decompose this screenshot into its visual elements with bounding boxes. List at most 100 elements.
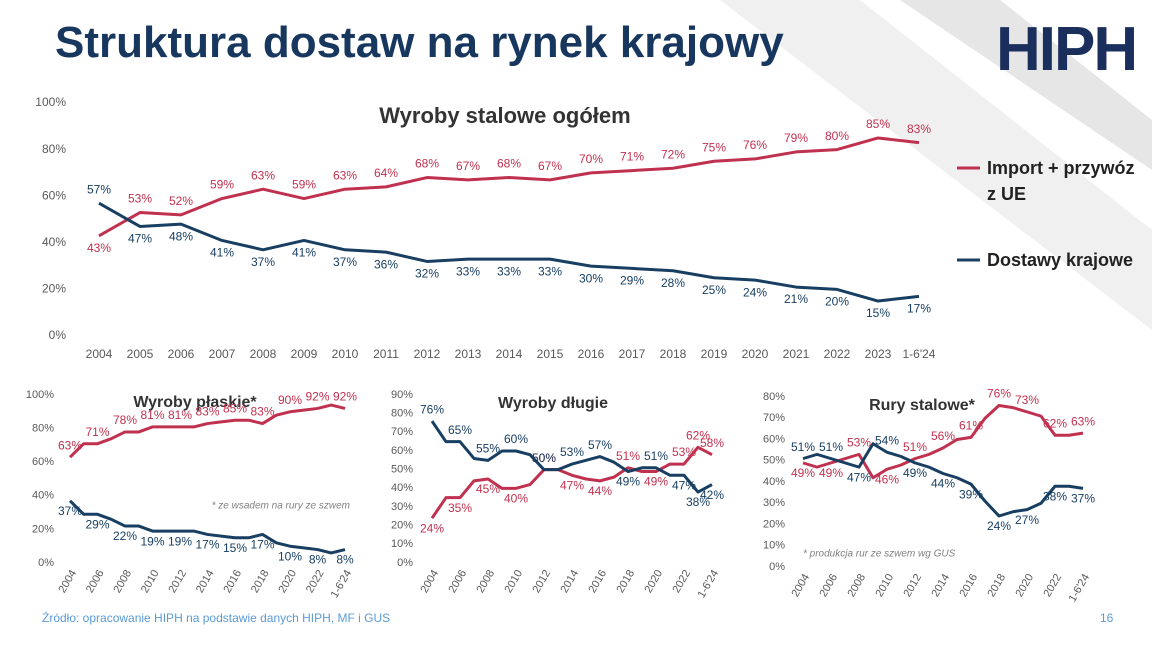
- y-tick-label: 80%: [391, 408, 413, 420]
- x-tick-label: 2004: [789, 572, 812, 599]
- x-tick-label: 2016: [578, 347, 605, 361]
- series-line: [68, 403, 346, 459]
- data-label: 24%: [420, 521, 444, 535]
- data-label: 24%: [743, 285, 767, 299]
- data-label: 83%: [250, 405, 274, 419]
- data-label: 47%: [128, 232, 152, 246]
- data-label: 83%: [907, 122, 931, 136]
- data-label: 59%: [210, 178, 234, 192]
- x-tick-label: 2014: [558, 568, 581, 595]
- data-label: 29%: [620, 274, 644, 288]
- x-tick-label: 2019: [701, 347, 728, 361]
- x-tick-label: 2008: [111, 568, 134, 595]
- data-label: 39%: [959, 487, 983, 501]
- data-label: 68%: [415, 157, 439, 171]
- data-label: 90%: [278, 393, 302, 407]
- x-tick-label: 2012: [414, 347, 441, 361]
- y-tick-label: 80%: [763, 391, 785, 403]
- y-tick-label: 20%: [763, 518, 785, 530]
- data-label: 67%: [456, 159, 480, 173]
- x-tick-label: 2006: [446, 568, 469, 595]
- x-tick-label: 2021: [783, 347, 810, 361]
- data-label: 63%: [333, 168, 357, 182]
- x-tick-label: 1-6'24: [696, 568, 722, 600]
- y-tick-label: 80%: [32, 423, 54, 435]
- data-label: 35%: [448, 501, 472, 515]
- x-tick-label: 2012: [901, 572, 924, 599]
- data-label: 27%: [1015, 513, 1039, 527]
- y-tick-label: 60%: [391, 445, 413, 457]
- x-tick-label: 2022: [1041, 572, 1064, 599]
- data-label: 59%: [292, 178, 316, 192]
- x-tick-label: 2004: [418, 568, 441, 595]
- data-label: 51%: [616, 449, 640, 463]
- data-label: 40%: [504, 492, 528, 506]
- data-label: 32%: [415, 267, 439, 281]
- x-tick-label: 2016: [221, 568, 244, 595]
- data-label: 53%: [128, 192, 152, 206]
- data-label: 41%: [210, 246, 234, 260]
- data-label: 37%: [1071, 492, 1095, 506]
- x-tick-label: 1-6'24: [329, 568, 355, 600]
- data-label: 36%: [374, 257, 398, 271]
- data-label: 33%: [456, 264, 480, 278]
- y-tick-label: 60%: [32, 456, 54, 468]
- x-tick-label: 2014: [496, 347, 523, 361]
- x-tick-label: 2014: [929, 572, 952, 599]
- data-label: 49%: [616, 475, 640, 489]
- y-tick-label: 70%: [763, 412, 785, 424]
- data-label: 37%: [251, 255, 275, 269]
- x-tick-label: 2018: [614, 568, 637, 595]
- data-label: 15%: [866, 306, 890, 320]
- x-tick-label: 2020: [742, 347, 769, 361]
- data-label: 29%: [85, 517, 109, 531]
- data-label: 55%: [476, 442, 500, 456]
- data-label: 63%: [251, 168, 275, 182]
- x-tick-label: 2022: [304, 568, 327, 595]
- x-tick-label: 2018: [249, 568, 272, 595]
- series-line: [430, 420, 713, 494]
- x-tick-label: 2020: [1013, 572, 1036, 599]
- data-label: 33%: [497, 264, 521, 278]
- data-label: 52%: [169, 194, 193, 208]
- data-label: 54%: [875, 433, 899, 447]
- x-tick-label: 2011: [373, 347, 399, 361]
- x-tick-label: 2022: [824, 347, 851, 361]
- data-label: 58%: [700, 436, 724, 450]
- y-tick-label: 60%: [763, 433, 785, 445]
- y-tick-label: 100%: [35, 95, 66, 109]
- data-label: 44%: [588, 484, 612, 498]
- data-label: 49%: [791, 466, 815, 480]
- data-label: 8%: [309, 553, 327, 567]
- data-label: 79%: [784, 131, 808, 145]
- data-label: 10%: [278, 549, 302, 563]
- x-tick-label: 2007: [209, 347, 236, 361]
- decor-stripe: [720, 0, 1152, 330]
- data-label: 22%: [113, 529, 137, 543]
- x-tick-label: 2004: [86, 347, 113, 361]
- data-label: 51%: [903, 440, 927, 454]
- data-label: 19%: [168, 534, 192, 548]
- series-line: [98, 136, 920, 238]
- series-line: [802, 442, 1084, 518]
- data-label: 73%: [1015, 393, 1039, 407]
- chart-title: Wyroby stalowe ogółem: [379, 103, 630, 128]
- x-tick-label: 2020: [276, 568, 299, 595]
- series-line: [98, 201, 920, 303]
- data-label: 51%: [819, 440, 843, 454]
- data-label: 76%: [420, 402, 444, 416]
- legend-entry: Dostawy krajowe: [987, 250, 1134, 270]
- data-label: 67%: [538, 159, 562, 173]
- data-label: 76%: [987, 387, 1011, 401]
- data-label: 65%: [448, 423, 472, 437]
- y-tick-label: 40%: [391, 482, 413, 494]
- data-label: 8%: [336, 553, 354, 567]
- y-tick-label: 0%: [397, 557, 413, 569]
- x-tick-label: 2015: [537, 347, 564, 361]
- data-label: 45%: [476, 482, 500, 496]
- y-tick-label: 20%: [42, 282, 66, 296]
- chart-title: Rury stalowe*: [869, 397, 976, 414]
- data-label: 56%: [931, 429, 955, 443]
